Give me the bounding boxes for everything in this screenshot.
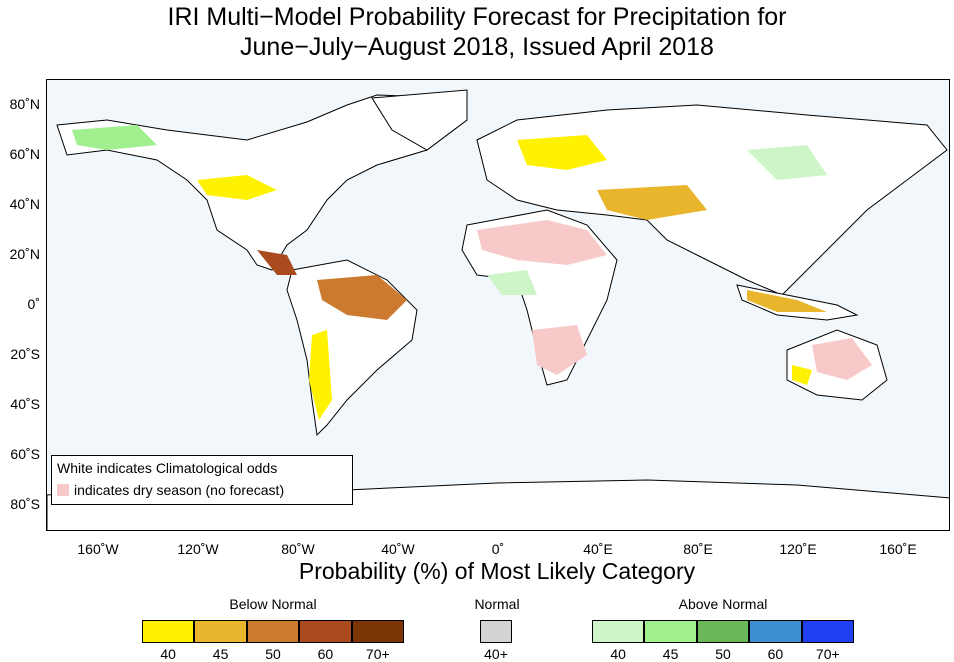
- legend-below-title: Below Normal: [229, 596, 317, 612]
- legend-below-label: 60: [317, 646, 334, 662]
- legend-above-label: 45: [662, 646, 679, 662]
- lon-tick: 120˚E: [779, 541, 817, 557]
- dry-season-south-africa: [532, 325, 587, 375]
- map-canvas: [47, 89, 949, 530]
- legend-above-label: 70+: [815, 646, 840, 662]
- lat-tick: 0˚: [27, 296, 40, 312]
- lon-tick: 40˚W: [381, 541, 415, 557]
- lat-tick: 20˚N: [9, 246, 40, 262]
- lat-tick: 60˚N: [9, 146, 40, 162]
- lat-tick: 40˚S: [10, 396, 40, 412]
- below-normal-amazon: [317, 275, 407, 320]
- legend-above-swatch: [696, 620, 750, 643]
- below-normal-australia: [792, 365, 812, 385]
- lon-tick: 160˚W: [77, 541, 119, 557]
- lat-tick: 40˚N: [9, 196, 40, 212]
- legend-above-swatch: [749, 620, 802, 643]
- legend-above-title: Above Normal: [678, 596, 768, 612]
- legend-below-swatch: [351, 620, 404, 643]
- below-normal-central-america: [257, 250, 297, 275]
- legend-below-swatch: [142, 620, 195, 643]
- lon-tick: 0˚: [491, 541, 505, 557]
- legend-above-label: 50: [715, 646, 731, 662]
- dry-season-sahara: [477, 220, 607, 265]
- dry-season-australia: [812, 338, 872, 380]
- legend-above-swatch: [801, 620, 854, 643]
- legend-below-label: 45: [212, 646, 229, 662]
- map-note: White indicates Climatological odds indi…: [51, 455, 353, 505]
- below-normal-europe: [517, 135, 607, 170]
- below-normal-canada: [197, 175, 277, 200]
- x-axis-label: Probability (%) of Most Likely Category: [298, 558, 696, 584]
- lat-tick: 80˚S: [10, 496, 40, 512]
- lat-tick: 60˚S: [10, 446, 40, 462]
- lat-tick: 20˚S: [10, 346, 40, 362]
- note-dry-season: indicates dry season (no forecast): [57, 482, 284, 498]
- title-line-1: IRI Multi−Model Probability Forecast for…: [167, 3, 787, 31]
- legend-below-swatch: [299, 620, 352, 643]
- forecast-map: [46, 79, 950, 531]
- greenland: [371, 89, 468, 151]
- dry-season-swatch: [57, 484, 69, 496]
- above-normal-africa: [487, 270, 537, 295]
- legend-normal-swatch: [480, 620, 512, 643]
- legend-normal-label: 40+: [484, 646, 508, 662]
- note-white-climatology: White indicates Climatological odds: [57, 460, 278, 476]
- legend-above-label: 60: [767, 646, 784, 662]
- lon-tick: 120˚W: [177, 541, 219, 557]
- legend-above-swatch: [592, 620, 645, 643]
- below-normal-south-america: [309, 330, 332, 420]
- legend-below-swatch: [246, 620, 300, 643]
- below-normal-indonesia: [747, 290, 827, 312]
- lon-tick: 80˚E: [683, 541, 713, 557]
- note-dry-season-text: indicates dry season (no forecast): [74, 482, 285, 498]
- title-line-2: June−July−August 2018, Issued April 2018: [240, 33, 714, 61]
- above-normal-east-asia: [747, 145, 827, 180]
- lon-tick: 160˚E: [879, 541, 917, 557]
- legend-above-swatch: [644, 620, 697, 643]
- legend-below-label: 50: [265, 646, 281, 662]
- legend-above-label: 40: [610, 646, 626, 662]
- below-normal-central-asia: [597, 185, 707, 220]
- legend-below-label: 70+: [365, 646, 390, 662]
- lon-tick: 80˚W: [281, 541, 315, 557]
- legend-below-label: 40: [160, 646, 176, 662]
- legend-normal-title: Normal: [474, 596, 520, 612]
- legend-below-swatch: [194, 620, 247, 643]
- lat-tick: 80˚N: [9, 96, 40, 112]
- lon-tick: 40˚E: [583, 541, 613, 557]
- above-normal-alaska: [72, 125, 157, 150]
